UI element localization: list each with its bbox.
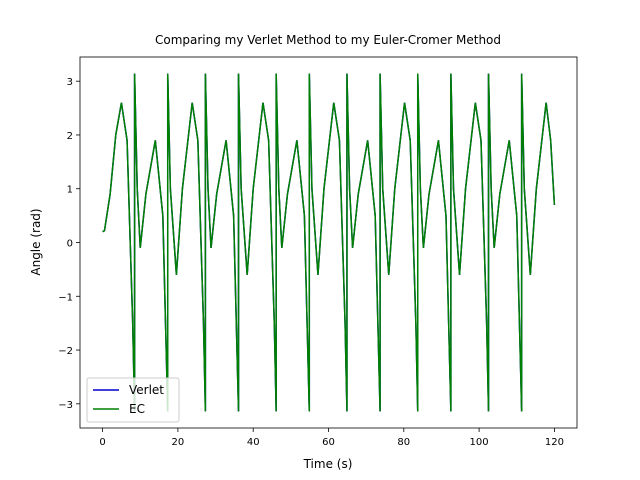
series-line <box>102 73 556 412</box>
y-tick-label: −2 <box>58 346 73 357</box>
x-tick-label: 40 <box>247 437 260 448</box>
y-tick-label: 0 <box>67 239 73 250</box>
x-tick-label: 0 <box>99 437 105 448</box>
plot-frame <box>79 56 578 429</box>
x-tick-label: 80 <box>397 437 410 448</box>
legend-label: EC <box>129 402 145 416</box>
legend-box <box>86 377 180 423</box>
x-tick-label: 120 <box>545 437 564 448</box>
x-axis-label: Time (s) <box>303 457 353 471</box>
y-axis-label: Angle (rad) <box>29 208 43 275</box>
x-tick-label: 20 <box>172 437 185 448</box>
x-tick-label: 100 <box>470 437 489 448</box>
y-tick-label: −1 <box>58 292 73 303</box>
legend-label: Verlet <box>129 383 164 397</box>
x-tick-label: 60 <box>322 437 335 448</box>
chart-title: Comparing my Verlet Method to my Euler-C… <box>155 33 501 47</box>
y-tick-label: 1 <box>67 185 73 196</box>
y-tick-label: 3 <box>67 77 73 88</box>
y-tick-label: −3 <box>58 400 73 411</box>
y-tick-label: 2 <box>67 131 73 142</box>
